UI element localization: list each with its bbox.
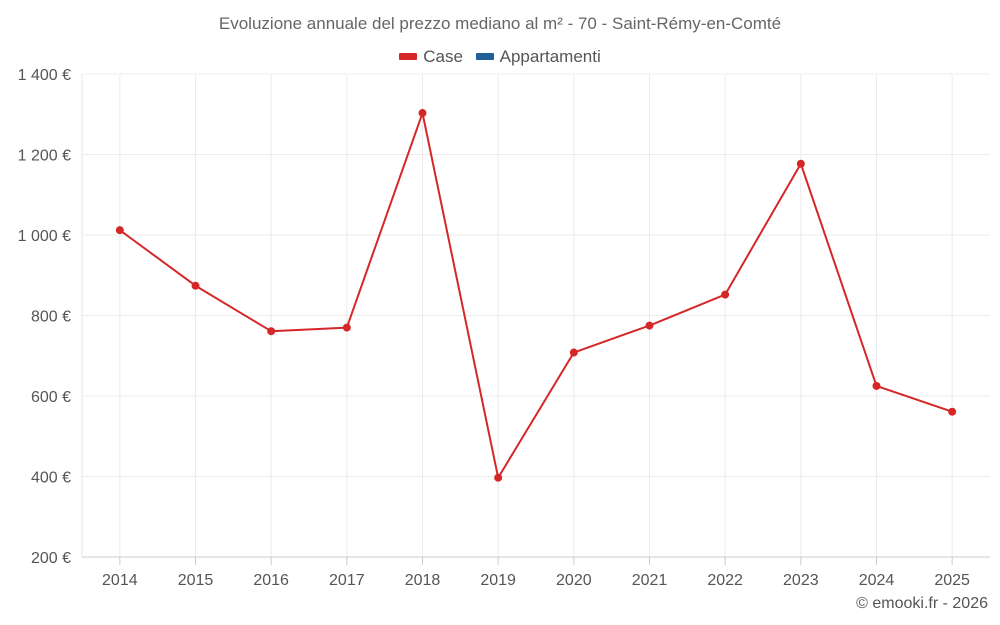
y-tick-label: 800 € bbox=[31, 309, 71, 326]
x-tick-label: 2015 bbox=[178, 572, 214, 589]
data-point-case bbox=[645, 321, 654, 330]
data-point-case bbox=[115, 226, 124, 235]
chart-title: Evoluzione annuale del prezzo mediano al… bbox=[218, 14, 782, 33]
x-tick-label: 2020 bbox=[556, 572, 592, 589]
x-tick-label: 2024 bbox=[859, 572, 895, 589]
legend-item-appartamenti[interactable]: Appartamenti bbox=[475, 46, 601, 67]
y-tick-label: 400 € bbox=[31, 470, 71, 487]
data-point-case bbox=[872, 381, 881, 390]
data-point-case bbox=[494, 473, 503, 482]
data-point-case bbox=[721, 290, 730, 299]
legend-swatch-appartamenti bbox=[475, 53, 494, 60]
data-point-case bbox=[948, 407, 957, 416]
y-tick-label: 1 400 € bbox=[18, 67, 71, 84]
x-tick-label: 2017 bbox=[329, 572, 365, 589]
legend-swatch-case bbox=[399, 53, 418, 60]
legend-label-appartamenti: Appartamenti bbox=[499, 46, 601, 66]
y-tick-label: 1 200 € bbox=[18, 148, 71, 165]
x-tick-label: 2022 bbox=[707, 572, 743, 589]
x-tick-label: 2016 bbox=[253, 572, 289, 589]
legend-label-case: Case bbox=[423, 46, 463, 66]
copyright-text: © emooki.fr - 2026 bbox=[856, 595, 988, 612]
legend-item-case[interactable]: Case bbox=[399, 47, 463, 67]
data-point-case bbox=[796, 159, 805, 168]
data-point-case bbox=[267, 327, 276, 336]
x-tick-label: 2023 bbox=[783, 572, 819, 589]
x-tick-label: 2025 bbox=[934, 572, 970, 589]
data-point-case bbox=[191, 281, 200, 290]
x-tick-label: 2018 bbox=[405, 572, 441, 589]
data-point-case bbox=[418, 109, 427, 118]
y-tick-label: 1 000 € bbox=[18, 228, 71, 245]
x-tick-label: 2019 bbox=[480, 572, 516, 589]
legend: Case Appartamenti bbox=[0, 45, 1000, 67]
series-line-case bbox=[119, 112, 953, 479]
x-tick-label: 2014 bbox=[102, 572, 138, 589]
data-point-case bbox=[342, 323, 351, 332]
y-tick-label: 600 € bbox=[31, 389, 71, 406]
y-tick-label: 200 € bbox=[31, 550, 71, 567]
x-tick-label: 2021 bbox=[632, 572, 668, 589]
data-point-case bbox=[569, 348, 578, 357]
